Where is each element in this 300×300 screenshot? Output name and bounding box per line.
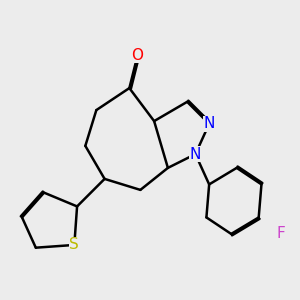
Text: N: N <box>190 147 201 162</box>
Text: N: N <box>203 116 215 131</box>
Text: O: O <box>132 48 144 63</box>
Text: F: F <box>276 226 285 242</box>
Text: S: S <box>70 237 79 252</box>
